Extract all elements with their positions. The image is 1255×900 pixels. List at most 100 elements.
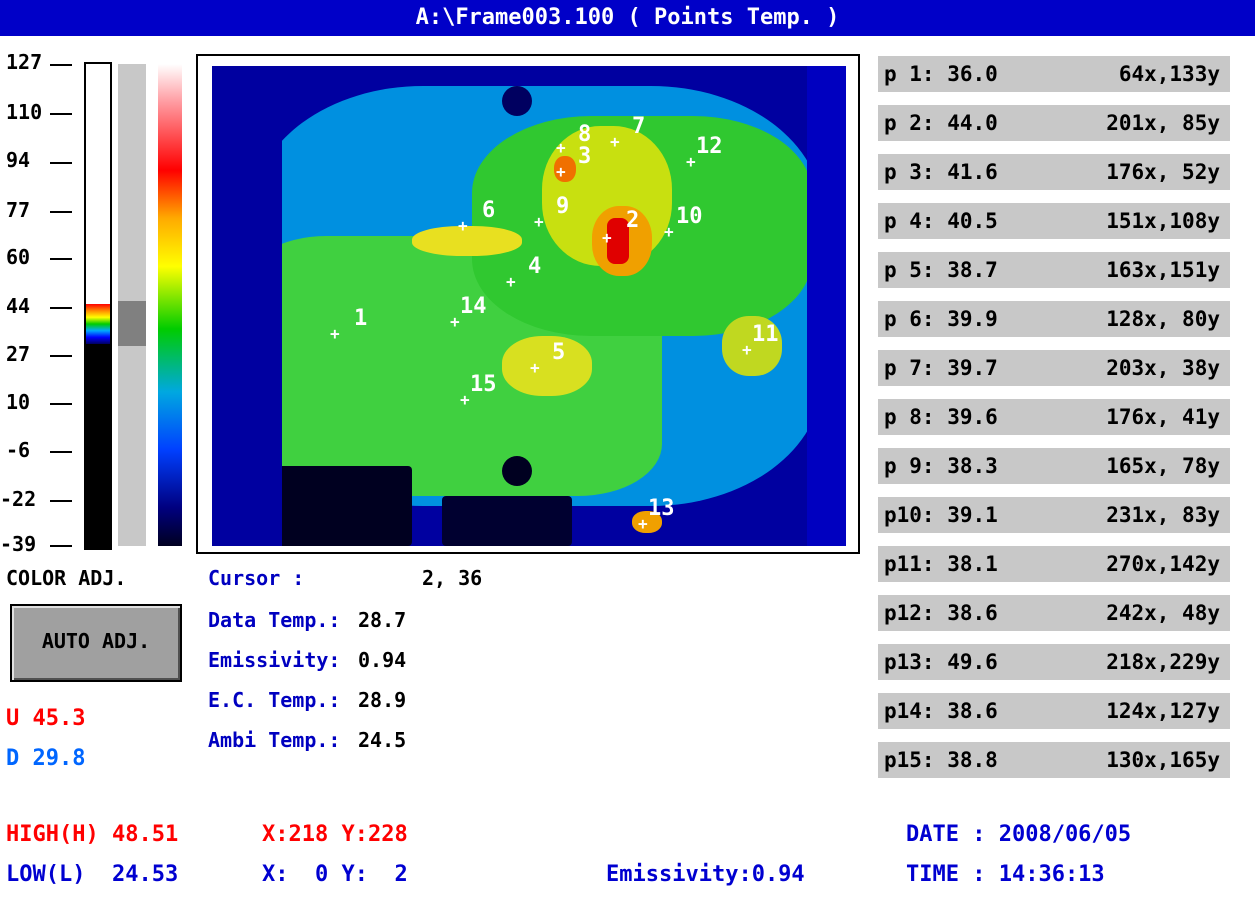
point-row[interactable]: p 1: 36.0 64x,133y: [878, 56, 1230, 92]
scale-label: 94: [6, 148, 31, 172]
point-marker-13: 13: [648, 496, 675, 521]
auto-adj-button[interactable]: AUTO ADJ.: [10, 604, 182, 682]
point-row[interactable]: p 2: 44.0 201x, 85y: [878, 105, 1230, 141]
date: DATE : 2008/06/05: [906, 822, 1132, 847]
point-row[interactable]: p11: 38.1 270x,142y: [878, 546, 1230, 582]
scale-tick: [50, 258, 72, 260]
point-temp: p 5: 38.7: [884, 258, 998, 282]
cursor-value: 2, 36: [422, 566, 483, 590]
thermal-image[interactable]: + 1 + 2 + 3 + 4 + 5 + 6 + 7 + 8 + 9 + 10…: [212, 66, 846, 546]
thermal-image-frame: + 1 + 2 + 3 + 4 + 5 + 6 + 7 + 8 + 9 + 10…: [196, 54, 860, 554]
data-temp-label: Data Temp.:: [208, 608, 341, 632]
window-title: A:\Frame003.100 ( Points Temp. ): [0, 0, 1255, 36]
point-row[interactable]: p14: 38.6 124x,127y: [878, 693, 1230, 729]
point-row[interactable]: p 4: 40.5 151x,108y: [878, 203, 1230, 239]
cursor-label: Cursor :: [208, 566, 305, 590]
low-temp: LOW(L) 24.53: [6, 862, 179, 887]
point-coord: 218x,229y: [1106, 650, 1220, 674]
point-marker-14: 14: [460, 294, 487, 319]
point-marker-4: 4: [528, 254, 542, 279]
scale-label: 27: [6, 342, 31, 366]
scale-tick: [50, 64, 72, 66]
ambi-temp-value: 24.5: [358, 728, 407, 752]
emissivity-label: Emissivity:: [208, 648, 341, 672]
point-temp: p15: 38.8: [884, 748, 998, 772]
ec-temp-label: E.C. Temp.:: [208, 688, 341, 712]
point-temp: p 4: 40.5: [884, 209, 998, 233]
high-temp-position: X:218 Y:228: [262, 822, 408, 847]
span-slider-thumb[interactable]: [118, 301, 146, 346]
scale-label: 110: [6, 100, 43, 124]
point-temp: p 7: 39.7: [884, 356, 998, 380]
point-marker-3: 3: [578, 144, 592, 169]
point-temp: p14: 38.6: [884, 699, 998, 723]
scale-tick: [50, 162, 72, 164]
point-coord: 203x, 38y: [1106, 356, 1220, 380]
point-marker-12: 12: [696, 134, 723, 159]
point-coord: 151x,108y: [1106, 209, 1220, 233]
point-coord: 176x, 41y: [1106, 405, 1220, 429]
ambi-temp-label: Ambi Temp.:: [208, 728, 341, 752]
scale-label: -22: [0, 487, 37, 511]
point-row[interactable]: p 8: 39.6 176x, 41y: [878, 399, 1230, 435]
point-row[interactable]: p 9: 38.3 165x, 78y: [878, 448, 1230, 484]
point-temp: p13: 49.6: [884, 650, 998, 674]
scale-tick: [50, 307, 72, 309]
ec-temp-value: 28.9: [358, 688, 407, 712]
point-coord: 231x, 83y: [1106, 503, 1220, 527]
scale-label: 60: [6, 245, 31, 269]
point-row[interactable]: p10: 39.1 231x, 83y: [878, 497, 1230, 533]
point-marker-15: 15: [470, 372, 497, 397]
point-marker-8: 8: [578, 122, 592, 147]
point-marker-6: 6: [482, 198, 496, 223]
scale-label: -39: [0, 532, 37, 556]
point-temp: p 1: 36.0: [884, 62, 998, 86]
point-row[interactable]: p 5: 38.7 163x,151y: [878, 252, 1230, 288]
level-bar-upper: [86, 64, 110, 304]
point-row[interactable]: p12: 38.6 242x, 48y: [878, 595, 1230, 631]
scale-label: 44: [6, 294, 31, 318]
level-bar[interactable]: [84, 62, 112, 550]
point-temp: p 9: 38.3: [884, 454, 998, 478]
time: TIME : 14:36:13: [906, 862, 1105, 887]
lower-value: D 29.8: [6, 746, 86, 771]
scale-tick: [50, 500, 72, 502]
scale-tick: [50, 451, 72, 453]
scale-label: 77: [6, 198, 31, 222]
scale-label: 10: [6, 390, 31, 414]
point-row[interactable]: p 6: 39.9 128x, 80y: [878, 301, 1230, 337]
color-adj-label: COLOR ADJ.: [6, 566, 127, 590]
span-slider[interactable]: [118, 64, 146, 546]
point-temp: p 2: 44.0: [884, 111, 998, 135]
high-temp: HIGH(H) 48.51: [6, 822, 179, 847]
point-coord: 130x,165y: [1106, 748, 1220, 772]
level-bar-span: [86, 304, 110, 344]
point-temp: p11: 38.1: [884, 552, 998, 576]
scale-tick: [50, 113, 72, 115]
point-marker-9: 9: [556, 194, 570, 219]
scale-tick: [50, 545, 72, 547]
point-coord: 176x, 52y: [1106, 160, 1220, 184]
data-temp-value: 28.7: [358, 608, 407, 632]
upper-value: U 45.3: [6, 706, 86, 731]
point-marker-1: 1: [354, 306, 368, 331]
point-marker-7: 7: [632, 114, 646, 139]
point-coord: 201x, 85y: [1106, 111, 1220, 135]
point-marker-11: 11: [752, 322, 779, 347]
point-temp: p 8: 39.6: [884, 405, 998, 429]
point-temp: p10: 39.1: [884, 503, 998, 527]
scale-tick: [50, 211, 72, 213]
emissivity-value: 0.94: [358, 648, 407, 672]
point-coord: 124x,127y: [1106, 699, 1220, 723]
point-row[interactable]: p 7: 39.7 203x, 38y: [878, 350, 1230, 386]
point-marker-10: 10: [676, 204, 703, 229]
point-marker-5: 5: [552, 340, 566, 365]
point-coord: 270x,142y: [1106, 552, 1220, 576]
scale-label: -6: [6, 438, 31, 462]
low-temp-position: X: 0 Y: 2: [262, 862, 408, 887]
color-palette-bar: [158, 64, 182, 546]
point-row[interactable]: p13: 49.6 218x,229y: [878, 644, 1230, 680]
point-row[interactable]: p15: 38.8 130x,165y: [878, 742, 1230, 778]
point-marker-2: 2: [626, 208, 640, 233]
point-row[interactable]: p 3: 41.6 176x, 52y: [878, 154, 1230, 190]
